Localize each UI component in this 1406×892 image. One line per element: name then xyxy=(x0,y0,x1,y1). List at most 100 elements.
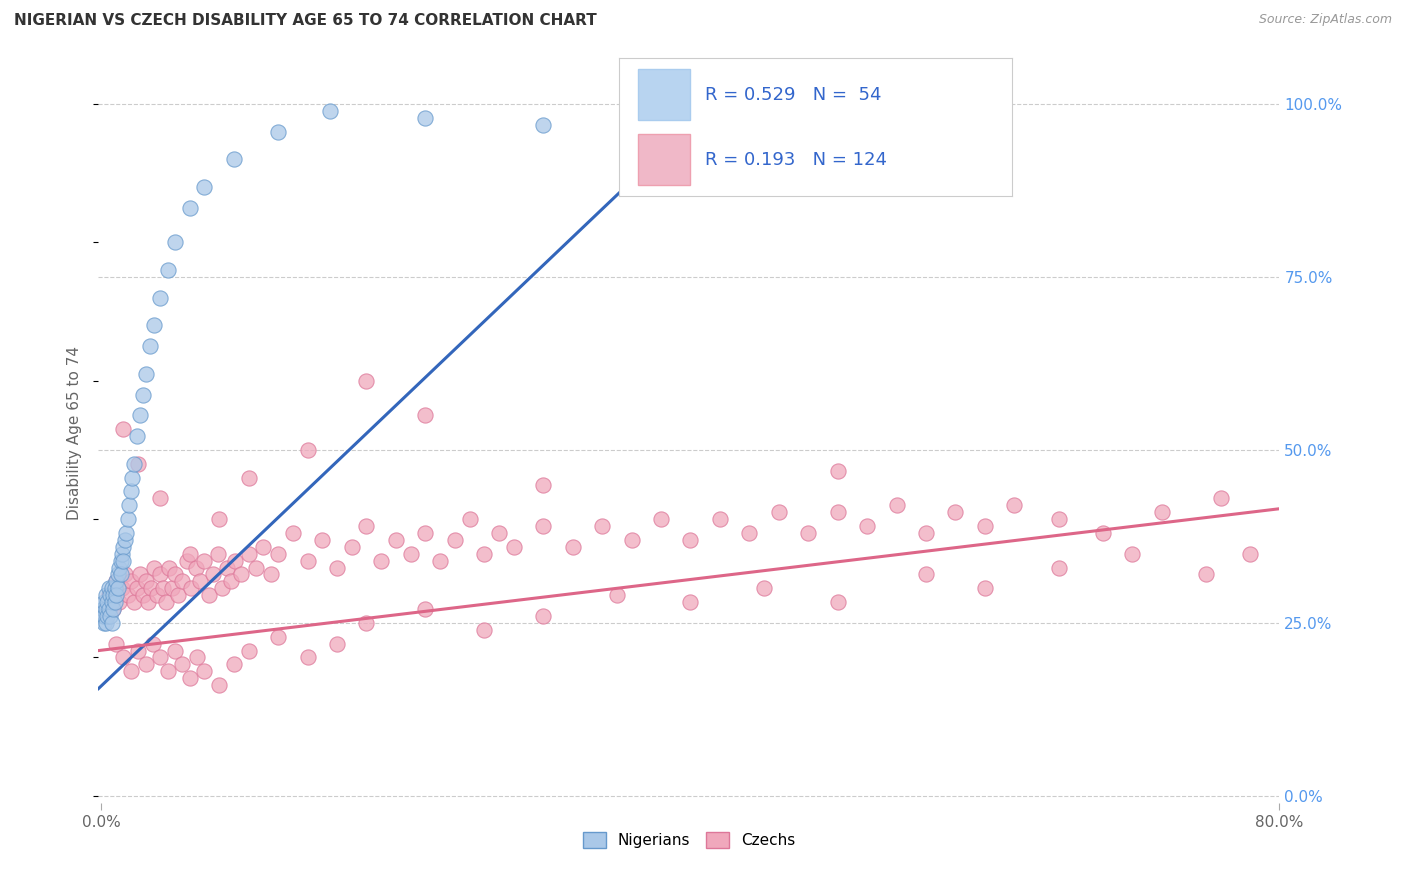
Point xyxy=(415,602,437,616)
Point xyxy=(1239,547,1261,561)
Point xyxy=(356,374,378,388)
Point xyxy=(472,547,495,561)
Point xyxy=(97,582,120,596)
Point xyxy=(110,554,132,568)
Point xyxy=(193,665,215,679)
Point xyxy=(224,554,246,568)
Text: NIGERIAN VS CZECH DISABILITY AGE 65 TO 74 CORRELATION CHART: NIGERIAN VS CZECH DISABILITY AGE 65 TO 7… xyxy=(14,13,596,29)
Point xyxy=(429,554,451,568)
Point xyxy=(104,595,127,609)
Point xyxy=(98,609,121,624)
Point xyxy=(797,525,820,540)
Point xyxy=(211,582,233,596)
FancyBboxPatch shape xyxy=(638,134,689,186)
Point xyxy=(198,588,221,602)
Point xyxy=(97,588,120,602)
Point xyxy=(297,650,319,665)
Point xyxy=(105,574,128,589)
Point xyxy=(356,615,378,630)
Point xyxy=(135,657,157,672)
Point xyxy=(142,637,165,651)
Point xyxy=(267,547,290,561)
Point xyxy=(93,609,115,624)
Point xyxy=(267,630,290,644)
Point xyxy=(915,567,938,582)
Point xyxy=(738,525,761,540)
Point xyxy=(172,657,194,672)
Point xyxy=(488,525,510,540)
Point xyxy=(117,588,139,602)
Point xyxy=(768,505,790,519)
Y-axis label: Disability Age 65 to 74: Disability Age 65 to 74 xyxy=(67,345,83,520)
Point xyxy=(141,582,163,596)
Point xyxy=(96,595,118,609)
Point xyxy=(370,554,392,568)
Point xyxy=(179,201,201,215)
Point xyxy=(160,582,183,596)
Point xyxy=(112,540,135,554)
Point xyxy=(238,643,260,657)
Point xyxy=(163,235,186,250)
Point xyxy=(107,582,129,596)
Point xyxy=(472,623,495,637)
Point xyxy=(502,540,524,554)
Point xyxy=(945,505,967,519)
Point xyxy=(856,519,879,533)
Point xyxy=(114,567,136,582)
Point xyxy=(127,457,149,471)
Point xyxy=(105,588,128,602)
Text: R = 0.529   N =  54: R = 0.529 N = 54 xyxy=(706,86,882,103)
Point xyxy=(238,470,260,484)
FancyBboxPatch shape xyxy=(638,69,689,120)
Point xyxy=(125,429,148,443)
Point xyxy=(91,602,114,616)
Point xyxy=(827,505,849,519)
Point xyxy=(606,588,628,602)
Point xyxy=(115,525,138,540)
Point xyxy=(260,567,283,582)
Point xyxy=(415,409,437,423)
Point xyxy=(94,588,117,602)
Point xyxy=(152,582,174,596)
Point xyxy=(281,525,304,540)
Point xyxy=(1002,498,1025,512)
Point xyxy=(974,519,997,533)
Point xyxy=(156,665,179,679)
Point xyxy=(297,554,319,568)
Point xyxy=(215,560,238,574)
Point xyxy=(297,442,319,457)
Point xyxy=(222,153,245,167)
Point xyxy=(238,547,260,561)
Point xyxy=(974,582,997,596)
Point xyxy=(193,554,215,568)
Point xyxy=(561,540,583,554)
Point xyxy=(886,498,908,512)
Point xyxy=(101,602,124,616)
Point xyxy=(184,560,207,574)
Point xyxy=(149,491,172,506)
Point xyxy=(135,367,157,381)
Point xyxy=(399,547,422,561)
Point xyxy=(118,498,141,512)
Point xyxy=(108,560,131,574)
Point xyxy=(208,678,231,692)
Point xyxy=(340,540,363,554)
Point xyxy=(163,643,186,657)
Point xyxy=(93,615,115,630)
Point xyxy=(167,588,190,602)
Point xyxy=(827,464,849,478)
Point xyxy=(176,554,198,568)
Point xyxy=(120,665,142,679)
Point xyxy=(1195,567,1218,582)
Point xyxy=(311,533,333,547)
Point xyxy=(131,588,153,602)
Point xyxy=(128,567,150,582)
Point xyxy=(1121,547,1143,561)
Point xyxy=(112,554,135,568)
Point xyxy=(180,582,202,596)
Point xyxy=(650,512,672,526)
Point xyxy=(1091,525,1114,540)
Point xyxy=(94,615,117,630)
Point xyxy=(100,595,122,609)
Point xyxy=(117,512,139,526)
